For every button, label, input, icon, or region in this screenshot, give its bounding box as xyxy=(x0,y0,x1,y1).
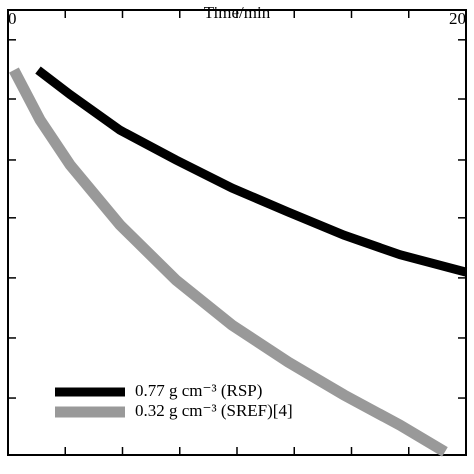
x-tick-label: 0 xyxy=(8,9,17,28)
legend-label: 0.32 g cm⁻³ (SREF)[4] xyxy=(135,401,293,420)
x-axis-label: Time/min xyxy=(204,3,271,22)
x-tick-label: 20 xyxy=(449,9,466,28)
legend-label: 0.77 g cm⁻³ (RSP) xyxy=(135,381,262,400)
series-line xyxy=(9,67,448,457)
chart-body: 0 20 Time/min 0.77 g cm⁻³ (RSP)0.32 g cm⁻³ … xyxy=(7,3,468,457)
series-line xyxy=(35,66,468,277)
